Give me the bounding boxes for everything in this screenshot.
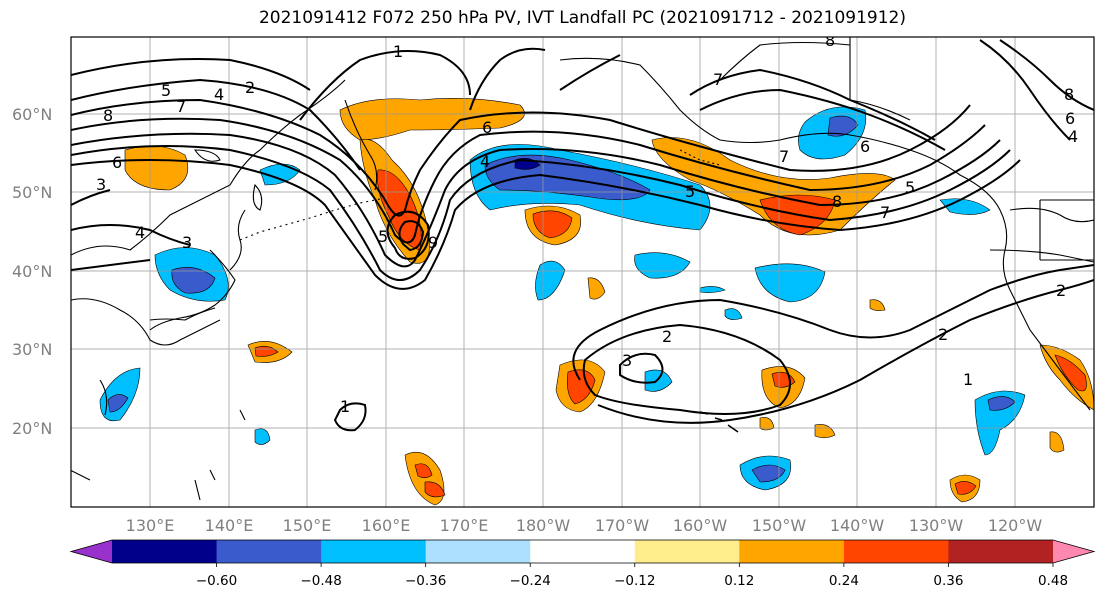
colorbar-segment <box>425 540 531 563</box>
svg-text:2: 2 <box>245 78 255 97</box>
svg-text:5: 5 <box>161 81 171 100</box>
colorbar-segment <box>948 540 1054 563</box>
colorbar-tick-label: −0.12 <box>614 573 655 589</box>
svg-text:4: 4 <box>135 223 145 242</box>
colorbar-extend-low <box>71 540 112 563</box>
colorbar-segment <box>843 540 949 563</box>
svg-text:160°E: 160°E <box>362 516 411 535</box>
svg-text:50°N: 50°N <box>12 183 52 202</box>
svg-text:5: 5 <box>905 178 915 197</box>
svg-text:160°W: 160°W <box>673 516 728 535</box>
latitude-labels: 60°N 50°N 40°N 30°N 20°N <box>12 105 52 438</box>
svg-text:2: 2 <box>938 325 948 344</box>
colorbar-tick-label: 0.36 <box>933 573 963 589</box>
colorbar-tick-label: 0.24 <box>829 573 859 589</box>
svg-text:30°N: 30°N <box>12 340 52 359</box>
colorbar-tick-label: 0.12 <box>724 573 754 589</box>
svg-text:1: 1 <box>963 370 973 389</box>
svg-text:8: 8 <box>1064 85 1074 104</box>
svg-text:1: 1 <box>393 42 403 61</box>
map-title: 2021091412 F072 250 hPa PV, IVT Landfall… <box>258 8 906 28</box>
svg-text:40°N: 40°N <box>12 262 52 281</box>
colorbar-extend-high <box>1053 540 1094 563</box>
svg-text:3: 3 <box>182 233 192 252</box>
svg-text:140°E: 140°E <box>205 516 254 535</box>
colorbar-tick-label: 0.48 <box>1038 573 1068 589</box>
svg-text:6: 6 <box>1065 109 1075 128</box>
plot-frame <box>70 36 1095 508</box>
colorbar-segment <box>739 540 845 563</box>
colorbar-segment <box>530 540 636 563</box>
colorbar-tick-label: −0.60 <box>196 573 237 589</box>
svg-text:180°W: 180°W <box>516 516 571 535</box>
pv-anomaly-fills <box>99 98 1094 506</box>
svg-text:7: 7 <box>176 97 186 116</box>
svg-text:20°N: 20°N <box>12 419 52 438</box>
svg-text:2: 2 <box>1056 281 1066 300</box>
svg-text:3: 3 <box>622 351 632 370</box>
colorbar: −0.60 −0.48 −0.36 −0.24 −0.12 0.12 0.24 0.36 0.4… <box>69 539 1096 589</box>
gridlines <box>71 37 1094 507</box>
svg-text:5: 5 <box>685 182 695 201</box>
svg-text:4: 4 <box>480 152 490 171</box>
svg-text:4: 4 <box>214 85 224 104</box>
svg-text:7: 7 <box>779 147 789 166</box>
svg-text:4: 4 <box>1068 127 1078 146</box>
svg-text:5: 5 <box>378 227 388 246</box>
svg-text:8: 8 <box>825 31 835 50</box>
svg-text:6: 6 <box>482 118 492 137</box>
svg-text:120°W: 120°W <box>988 516 1043 535</box>
colorbar-outline <box>69 539 1096 564</box>
svg-text:6: 6 <box>860 137 870 156</box>
svg-text:60°N: 60°N <box>12 105 52 124</box>
colorbar-segment <box>634 540 740 563</box>
svg-text:6: 6 <box>112 153 122 172</box>
longitude-labels: 130°E 140°E 150°E 160°E 170°E 180°W 170°… <box>126 516 1043 535</box>
svg-text:130°E: 130°E <box>126 516 175 535</box>
pv-contours <box>71 39 1094 432</box>
colorbar-segment <box>321 540 427 563</box>
svg-text:3: 3 <box>96 175 106 194</box>
svg-text:7: 7 <box>713 70 723 89</box>
svg-text:140°W: 140°W <box>830 516 885 535</box>
colorbar-segment <box>112 540 218 563</box>
colorbar-tick-label: −0.24 <box>510 573 551 589</box>
colorbar-tick-label: −0.36 <box>405 573 446 589</box>
colorbar-tick-label: −0.48 <box>300 573 341 589</box>
contour-labels: 8 5 7 6 3 4 2 4 3 1 6 4 5 9 7 8 7 6 5 8 … <box>96 31 1078 416</box>
svg-text:150°E: 150°E <box>283 516 332 535</box>
colorbar-segment <box>216 540 322 563</box>
svg-text:130°W: 130°W <box>909 516 964 535</box>
svg-text:170°E: 170°E <box>440 516 489 535</box>
svg-text:1: 1 <box>340 397 350 416</box>
svg-text:8: 8 <box>832 192 842 211</box>
coastlines <box>71 37 1094 501</box>
svg-text:9: 9 <box>428 233 438 252</box>
svg-text:8: 8 <box>103 106 113 125</box>
svg-text:7: 7 <box>880 203 890 222</box>
svg-text:150°W: 150°W <box>752 516 807 535</box>
svg-text:2: 2 <box>662 327 672 346</box>
svg-text:170°W: 170°W <box>595 516 650 535</box>
